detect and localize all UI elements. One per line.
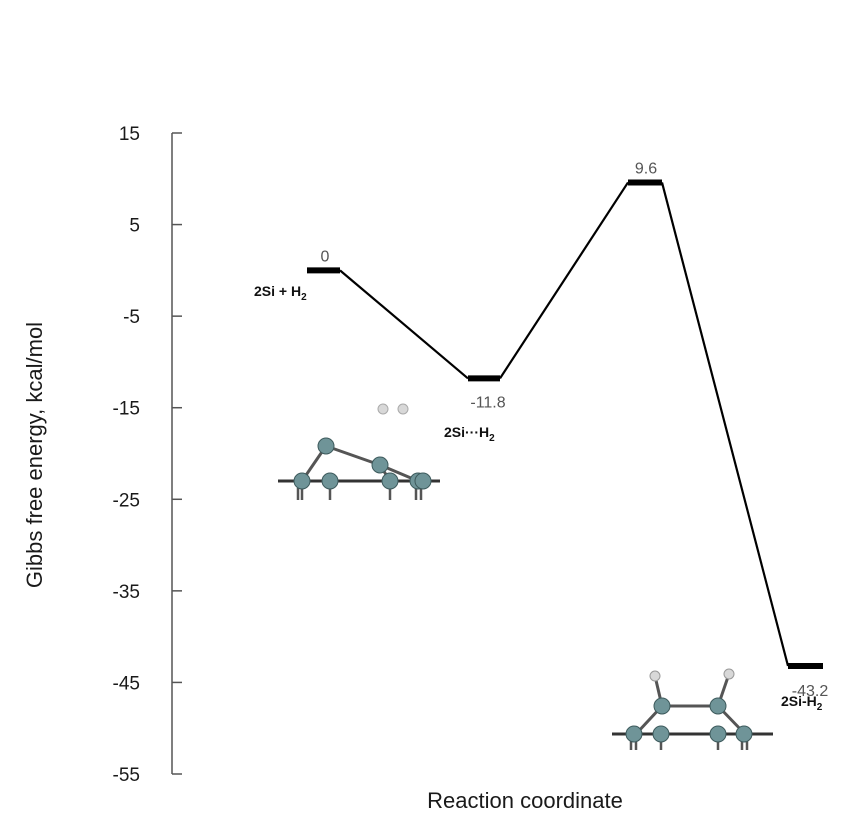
state-name-label: 2Si-H2 bbox=[781, 693, 823, 713]
y-tick-label: -25 bbox=[113, 490, 140, 511]
y-tick-label: -5 bbox=[123, 307, 140, 328]
energy-value-label: -11.8 bbox=[470, 394, 505, 411]
connector-line bbox=[660, 182, 790, 667]
y-axis bbox=[171, 132, 182, 775]
y-tick-label: 5 bbox=[129, 216, 140, 237]
y-tick-label: -45 bbox=[113, 673, 140, 694]
state-name-label: 2Si + H2 bbox=[254, 283, 307, 303]
y-axis-title: Gibbs free energy, kcal/mol bbox=[22, 322, 47, 588]
bonds bbox=[634, 673, 747, 736]
energy-value-label: 9.6 bbox=[635, 160, 657, 177]
connector-lines bbox=[339, 181, 790, 667]
state-name-main: 2Si···H bbox=[444, 424, 489, 440]
si-atoms bbox=[293, 437, 432, 490]
energy-value-labels: 0 -11.8 9.6 -43.2 bbox=[321, 160, 829, 699]
connector-line bbox=[499, 181, 629, 380]
y-tick-label: -35 bbox=[113, 582, 140, 603]
h2-molecule bbox=[377, 403, 409, 415]
si-atoms bbox=[625, 697, 753, 743]
state-name-subscript: 2 bbox=[301, 292, 307, 303]
state-name-main: 2Si + H bbox=[254, 283, 301, 299]
state-name-label: 2Si···H2 bbox=[444, 424, 495, 444]
state-name-subscript: 2 bbox=[489, 433, 495, 444]
substrate-legs bbox=[629, 738, 749, 750]
h-atoms bbox=[649, 668, 735, 682]
molecule-2si-h2-product bbox=[612, 668, 773, 750]
energy-levels bbox=[307, 179, 823, 669]
state-name-main: 2Si-H bbox=[781, 693, 817, 709]
y-tick-label: -15 bbox=[113, 399, 140, 420]
state-name-subscript: 2 bbox=[817, 702, 823, 713]
y-tick-labels: 15 5 -5 -15 -25 -35 -45 -55 bbox=[113, 124, 140, 786]
substrate-legs bbox=[296, 488, 423, 500]
connector-line bbox=[339, 269, 469, 380]
energy-value-label: 0 bbox=[321, 248, 330, 265]
y-tick-label: 15 bbox=[119, 124, 140, 145]
x-axis-title: Reaction coordinate bbox=[427, 788, 623, 813]
y-tick-label: -55 bbox=[113, 765, 140, 786]
energy-value-label: -43.2 bbox=[792, 683, 829, 700]
molecule-2si-h2-complex bbox=[278, 403, 440, 500]
